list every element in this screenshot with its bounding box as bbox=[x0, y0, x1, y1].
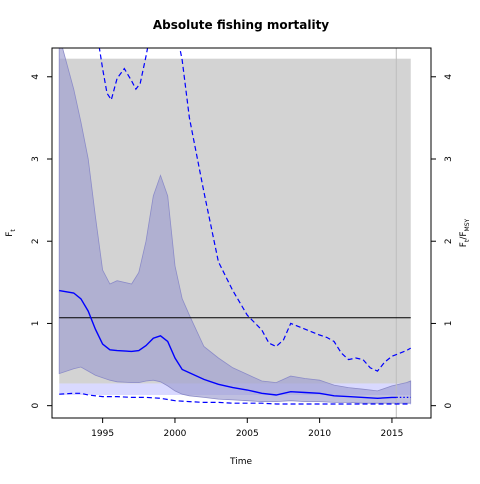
y-tick-label: 3 bbox=[31, 156, 41, 162]
y-tick-label: 4 bbox=[31, 74, 41, 80]
x-axis-label: Time bbox=[229, 457, 252, 467]
right-y-tick-label: 3 bbox=[444, 156, 454, 162]
ci-area bbox=[58, 48, 412, 404]
x-tick-label: 2000 bbox=[164, 429, 187, 439]
series-estimate-line bbox=[59, 289, 397, 400]
series-upper-dashed-line bbox=[98, 48, 412, 372]
x-tick-label: 1995 bbox=[91, 429, 114, 439]
right-y-tick-label: 1 bbox=[444, 321, 454, 327]
right-y-tick-label: 4 bbox=[444, 74, 454, 80]
plot-frame bbox=[51, 47, 432, 419]
series-lower-dashed-line bbox=[59, 392, 411, 405]
chart-title: Absolute fishing mortality bbox=[153, 18, 329, 32]
x-tick-label: 2010 bbox=[308, 429, 331, 439]
y-axis-label: Ft bbox=[5, 229, 17, 237]
y-tick-label: 2 bbox=[31, 238, 41, 244]
x-tick-label: 2015 bbox=[380, 429, 403, 439]
x-tick-label: 2005 bbox=[236, 429, 259, 439]
y-tick-label: 1 bbox=[31, 321, 41, 327]
y-tick-label: 0 bbox=[31, 403, 41, 409]
right-y-tick-label: 2 bbox=[444, 238, 454, 244]
right-y-axis-label: Ft/FMSY bbox=[459, 218, 471, 247]
right-y-tick-label: 0 bbox=[444, 403, 454, 409]
